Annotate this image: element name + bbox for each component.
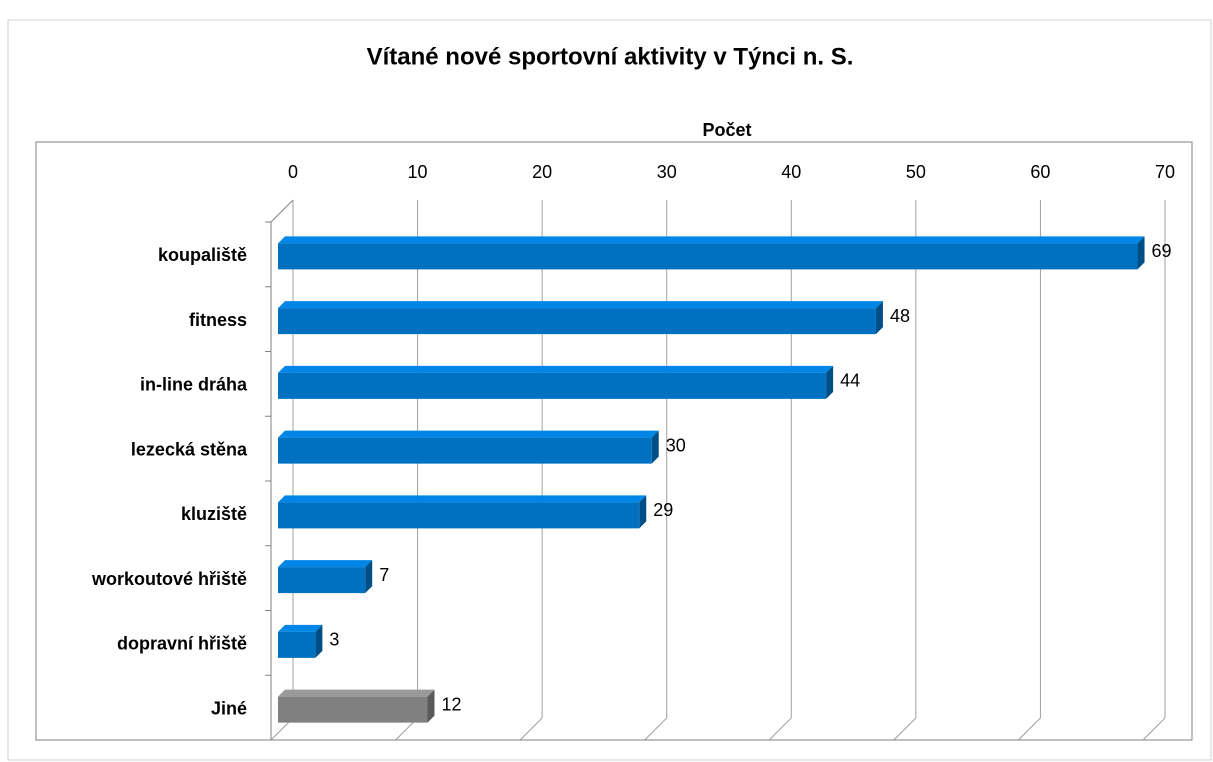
category-label: koupaliště: [158, 245, 247, 265]
bar-top: [278, 495, 647, 503]
bar-front: [278, 502, 640, 529]
value-label: 69: [1152, 241, 1172, 261]
bar-side: [427, 689, 435, 723]
category-label: dopravní hřiště: [117, 634, 247, 654]
bar-top: [278, 301, 883, 309]
grid-line: [1018, 717, 1041, 741]
bar: [278, 560, 373, 594]
axis-line: [270, 199, 294, 223]
bar-front: [278, 437, 652, 464]
bar: [278, 236, 1145, 270]
value-label: 12: [441, 694, 461, 714]
bar-side: [1137, 236, 1145, 270]
x-tick-label: 40: [781, 162, 801, 182]
bar-front: [278, 567, 366, 594]
bar: [278, 430, 659, 464]
bar-top: [278, 430, 659, 438]
value-label: 48: [890, 306, 910, 326]
bar-side: [651, 430, 659, 464]
bar-front: [278, 243, 1138, 270]
bar-side: [315, 624, 323, 658]
grid-line: [1142, 717, 1166, 741]
value-label: 44: [840, 371, 860, 391]
bar-front: [278, 308, 876, 335]
x-tick-label: 10: [408, 162, 428, 182]
bar-side: [875, 301, 883, 335]
category-label: Jiné: [211, 698, 247, 718]
bar: [278, 365, 834, 399]
bar-top: [278, 236, 1145, 244]
bar-top: [278, 560, 373, 568]
grid-line: [893, 717, 917, 741]
grid-line: [768, 717, 792, 741]
bar-front: [278, 696, 428, 723]
category-label: in-line dráha: [140, 375, 248, 395]
x-tick-label: 70: [1155, 162, 1175, 182]
bar-side: [826, 365, 834, 399]
bar-front: [278, 631, 316, 658]
x-tick-label: 60: [1030, 162, 1050, 182]
x-tick-label: 30: [657, 162, 677, 182]
bar-top: [278, 624, 323, 632]
value-label: 29: [653, 500, 673, 520]
x-tick-label: 0: [288, 162, 298, 182]
value-label: 7: [379, 565, 389, 585]
axis-title: Počet: [702, 120, 751, 140]
chart-title: Vítané nové sportovní aktivity v Týnci n…: [367, 43, 854, 70]
grid-line: [644, 717, 668, 741]
x-tick-label: 20: [532, 162, 552, 182]
bar-top: [278, 365, 834, 373]
bar: [278, 624, 323, 658]
category-label: fitness: [189, 310, 247, 330]
category-label: lezecká stěna: [131, 439, 248, 459]
value-label: 3: [329, 630, 339, 650]
bar-front: [278, 372, 827, 399]
bar-top: [278, 689, 435, 697]
bar-side: [365, 560, 373, 594]
x-tick-label: 50: [906, 162, 926, 182]
bar: [278, 495, 647, 529]
grid-line: [519, 717, 543, 741]
bar-side: [639, 495, 647, 529]
bar: [278, 689, 435, 723]
bar: [278, 301, 883, 335]
value-label: 30: [666, 435, 686, 455]
category-label: workoutové hřiště: [91, 569, 247, 589]
category-label: kluziště: [181, 504, 247, 524]
